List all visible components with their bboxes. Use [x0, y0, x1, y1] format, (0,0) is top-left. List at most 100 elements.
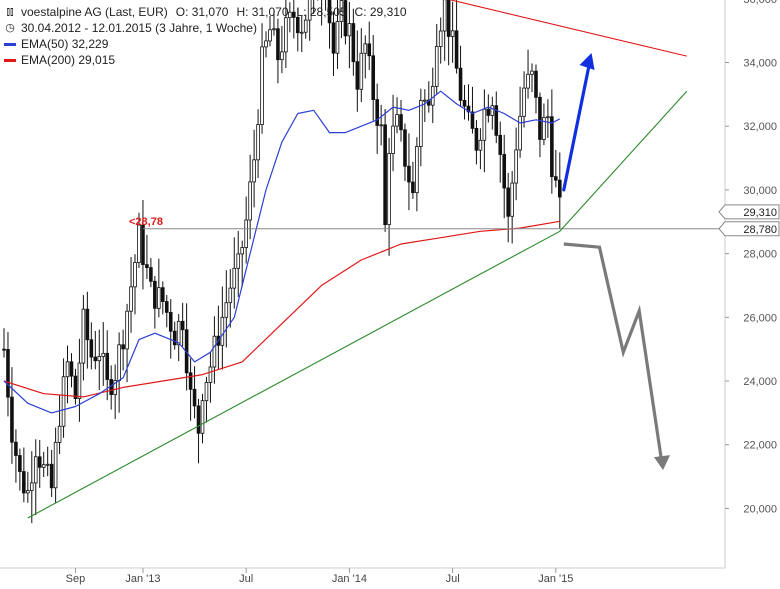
candle-body [438, 30, 443, 47]
candle-body [133, 262, 137, 288]
candle-body [295, 16, 300, 34]
candle-body [6, 349, 10, 398]
candle-body [299, 31, 304, 34]
y-tick-label: 24,000 [743, 376, 777, 388]
y-tick-label: 20,000 [743, 503, 777, 515]
candle-body [419, 100, 423, 147]
candlestick-icon: ⫾⫾ [6, 6, 14, 18]
candle-body [248, 181, 252, 221]
candle-body [157, 287, 161, 309]
ema200-line [3, 220, 560, 398]
candle-body [236, 253, 241, 269]
candle-body [256, 124, 260, 161]
last-price-label: 29,310 [743, 207, 777, 219]
trendline-overlays [27, 0, 725, 519]
candle-body [363, 43, 368, 54]
legend-high: H: 31,070 [236, 5, 289, 19]
candle-body [554, 176, 558, 181]
candle-body [546, 116, 550, 119]
candle-body [339, 0, 344, 22]
candle-body [280, 51, 284, 61]
candle-body [232, 267, 237, 289]
legend-title-row: ⫾⫾ voestalpine AG (Last, EUR) O: 31,070 … [4, 4, 407, 20]
candle-body [65, 361, 70, 378]
candle-body [458, 67, 463, 101]
candle-body [14, 441, 18, 456]
candle-body [41, 464, 46, 468]
candle-body [268, 29, 272, 42]
candle-body [149, 267, 153, 282]
x-tick-label: Jan '14 [332, 573, 367, 585]
candle-body [244, 219, 248, 248]
support-trendline [27, 90, 688, 519]
candle-body [343, 0, 348, 37]
candle-body [168, 311, 173, 332]
candle-body [145, 264, 149, 269]
candle-body [10, 396, 14, 443]
arrow-down-shaft [563, 242, 664, 461]
candle-body [542, 117, 546, 140]
candle-body [446, 0, 451, 37]
candle-body [395, 114, 399, 127]
arrow-down-head [654, 455, 671, 471]
last-price-box [718, 204, 780, 220]
candle-body [22, 471, 26, 494]
candle-body [351, 23, 356, 63]
candle-body [208, 366, 213, 383]
candle-body [125, 310, 129, 350]
candle-body [37, 456, 42, 468]
candle-body [93, 356, 98, 362]
candle-body [53, 441, 58, 489]
candle-body [188, 372, 193, 390]
candle-body [526, 73, 530, 89]
candle-body [454, 30, 459, 69]
candle-body [518, 115, 522, 151]
y-tick-label: 30,000 [743, 185, 777, 197]
y-tick-label: 32,000 [743, 121, 777, 133]
candle-body [430, 85, 435, 106]
candle-body [97, 356, 102, 362]
candle-body [486, 108, 491, 116]
legend-ema50-value: 32,229 [71, 37, 109, 51]
legend-ema50-row: EMA(50) 32,229 [4, 36, 407, 52]
resistance-trendline [448, 0, 687, 57]
y-tick-label: 28,000 [743, 249, 777, 261]
candle-body [212, 335, 217, 368]
candle-body [160, 287, 165, 302]
candle-body [77, 362, 82, 399]
candle-body [399, 114, 403, 131]
candle-body [506, 187, 510, 217]
candle-body [347, 23, 352, 37]
legend-period: 30.04.2012 - 12.01.2015 (3 Jahre, 1 Woch… [21, 21, 257, 35]
candle-body [29, 482, 34, 491]
candle-body [272, 28, 276, 31]
legend-ema50-label: EMA(50) [21, 37, 69, 51]
candle-body [403, 129, 407, 167]
candle-body [434, 46, 439, 87]
candle-body [331, 22, 336, 54]
candle-body [2, 348, 6, 351]
legend-period-row: ◷ 30.04.2012 - 12.01.2015 (3 Jahre, 1 Wo… [4, 20, 407, 36]
candle-body [45, 463, 50, 466]
candle-body [180, 320, 185, 331]
legend-close: C: 29,310 [354, 5, 407, 19]
candle-body [494, 105, 499, 136]
legend-title: voestalpine AG (Last, EUR) [21, 5, 168, 19]
legend-ema200-row: EMA(200) 29,015 [4, 52, 407, 68]
y-tick-label: 36,000 [743, 0, 777, 6]
candle-body [387, 153, 391, 226]
candle-body [383, 124, 387, 226]
candle-body [288, 11, 292, 19]
candle-body [522, 87, 526, 117]
candle-body [57, 425, 62, 443]
candle-body [375, 99, 379, 126]
y-tick-label: 26,000 [743, 312, 777, 324]
candle-body [105, 352, 110, 380]
candle-body [303, 19, 308, 33]
candle-body [534, 70, 538, 98]
candlestick-series [2, 0, 562, 524]
candle-body [26, 490, 30, 494]
ema200-swatch [4, 58, 16, 62]
candle-body [129, 286, 133, 312]
